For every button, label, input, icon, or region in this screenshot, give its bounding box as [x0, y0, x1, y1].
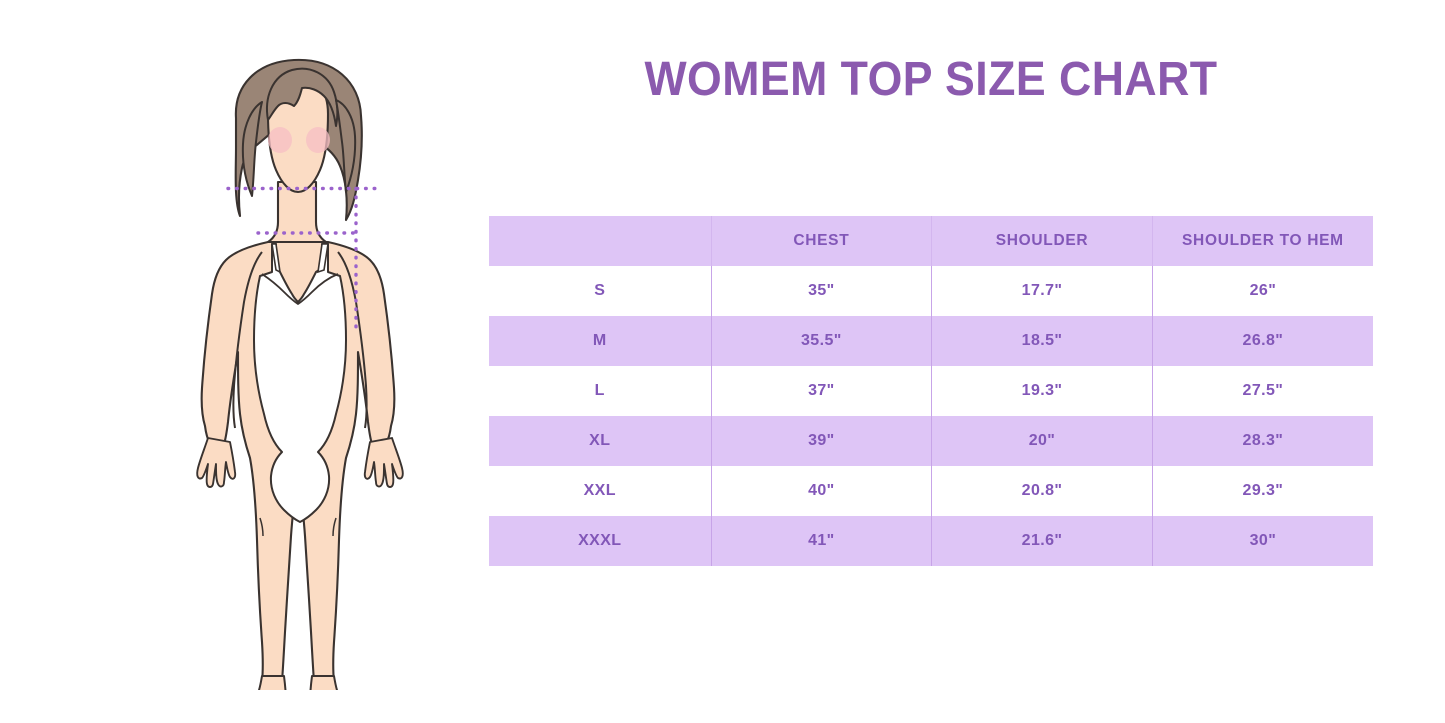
shoulder-value: 21.6" [931, 516, 1153, 566]
shoulder-value: 18.5" [931, 316, 1153, 366]
table-row: L 37" 19.3" 27.5" [489, 366, 1373, 416]
hair-front-icon [241, 67, 357, 197]
table-row: M 35.5" 18.5" 26.8" [489, 316, 1373, 366]
shoulder-to-hem-value: 30" [1151, 516, 1373, 566]
shoulder-to-hem-value: 26.8" [1151, 316, 1373, 366]
table-row: S 35" 17.7" 26" [489, 266, 1373, 316]
size-label: XXXL [489, 516, 712, 566]
chest-value: 35" [710, 266, 932, 316]
shoulder-to-hem-value: 27.5" [1151, 366, 1373, 416]
garment-leotard [253, 243, 347, 523]
shoulder-value: 20.8" [931, 466, 1153, 516]
table-row: XL 39" 20" 28.3" [489, 416, 1373, 466]
size-label: M [489, 316, 712, 366]
page-title: WOMEM TOP SIZE CHART [644, 53, 1218, 106]
column-header-shoulder: SHOULDER [931, 216, 1153, 266]
figure-panel: SHOULDER CHEST SHOULDER TO HEM [0, 0, 470, 723]
size-label: XXL [489, 466, 712, 516]
column-header-size [489, 216, 712, 266]
female-body-illustration [196, 58, 404, 690]
blush-right [306, 127, 330, 153]
table-row: XXXL 41" 21.6" 30" [489, 516, 1373, 566]
blush-left [268, 127, 292, 153]
column-header-chest: CHEST [710, 216, 932, 266]
shoulder-to-hem-value: 29.3" [1151, 466, 1373, 516]
column-header-shoulder-to-hem: SHOULDER TO HEM [1151, 216, 1373, 266]
chest-value: 37" [710, 366, 932, 416]
shoulder-value: 20" [931, 416, 1153, 466]
size-label: S [489, 266, 712, 316]
chest-value: 40" [710, 466, 932, 516]
chest-value: 35.5" [710, 316, 932, 366]
chest-value: 39" [710, 416, 932, 466]
shoulder-to-hem-value: 26" [1151, 266, 1373, 316]
shoulder-value: 17.7" [931, 266, 1153, 316]
chest-value: 41" [710, 516, 932, 566]
table-header-row: CHEST SHOULDER SHOULDER TO HEM [489, 216, 1373, 266]
shoulder-to-hem-value: 28.3" [1151, 416, 1373, 466]
size-chart-table: CHEST SHOULDER SHOULDER TO HEM S 35" 17.… [489, 216, 1373, 566]
size-label: L [489, 366, 712, 416]
shoulder-value: 19.3" [931, 366, 1153, 416]
size-label: XL [489, 416, 712, 466]
table-row: XXL 40" 20.8" 29.3" [489, 466, 1373, 516]
